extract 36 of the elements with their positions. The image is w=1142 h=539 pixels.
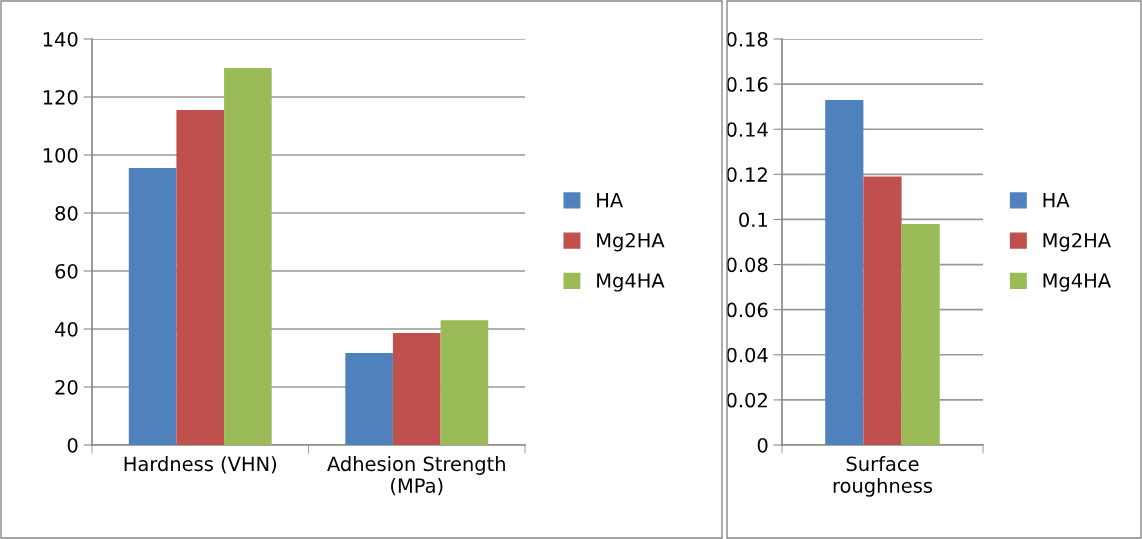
y-tick-label: 0 bbox=[67, 437, 78, 453]
y-tick-label: 0.14 bbox=[726, 122, 768, 137]
y-tick-label: 0.1 bbox=[739, 212, 768, 228]
legend-label: Mg2HA bbox=[1043, 232, 1111, 252]
x-tick-label: Hardness (VHN) bbox=[124, 456, 277, 474]
y-tick-label: 0.12 bbox=[726, 167, 767, 182]
y-tick-label: 60 bbox=[55, 263, 78, 279]
bar bbox=[863, 176, 902, 445]
bar bbox=[128, 168, 177, 445]
bar bbox=[345, 353, 393, 445]
y-tick-label: 80 bbox=[55, 205, 78, 221]
legend-label: Mg4HA bbox=[1043, 273, 1111, 292]
y-tick-label: 0.08 bbox=[726, 257, 768, 273]
bar bbox=[224, 68, 272, 445]
bar bbox=[392, 333, 441, 445]
y-tick-label: 0 bbox=[757, 437, 768, 453]
y-tick-label: 140 bbox=[43, 31, 78, 47]
bar bbox=[440, 320, 489, 445]
x-tick-label: Adhesion Strength (MPa) bbox=[327, 456, 505, 496]
y-tick-label: 0.02 bbox=[726, 392, 767, 408]
y-tick-label: 0.04 bbox=[726, 347, 768, 363]
bar bbox=[176, 110, 225, 445]
y-tick-label: 120 bbox=[43, 89, 78, 105]
x-tick-label: Surface roughness bbox=[833, 456, 933, 497]
bar bbox=[825, 99, 864, 445]
y-tick-label: 40 bbox=[55, 321, 78, 337]
y-tick-label: 100 bbox=[43, 147, 78, 163]
legend-label: HA bbox=[1043, 192, 1070, 208]
y-tick-label: 0.06 bbox=[726, 302, 768, 318]
y-tick-label: 0.18 bbox=[726, 31, 768, 47]
bar bbox=[901, 223, 940, 445]
y-tick-label: 20 bbox=[55, 379, 78, 395]
legend-label: Mg4HA bbox=[597, 273, 665, 292]
y-tick-label: 0.16 bbox=[726, 77, 768, 92]
legend-label: Mg2HA bbox=[597, 232, 665, 252]
legend-label: HA bbox=[597, 192, 624, 208]
